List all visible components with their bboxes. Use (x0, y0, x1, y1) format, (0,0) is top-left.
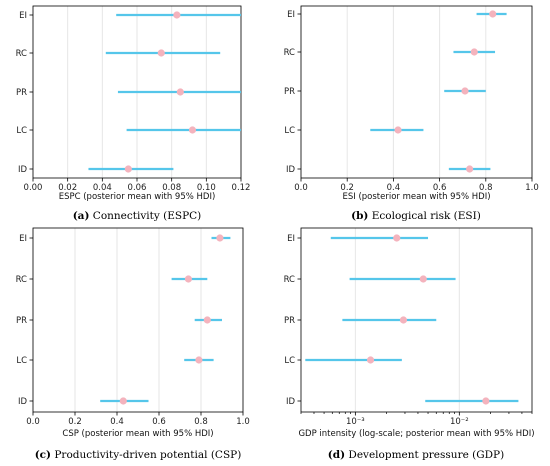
y-tick-label: ID (286, 397, 296, 407)
posterior-mean-point (393, 234, 401, 242)
posterior-mean-point (176, 88, 184, 96)
panel-caption-letter: (d) (328, 449, 345, 461)
x-tick-label: 0.6 (433, 183, 447, 193)
x-tick-label: 0.0 (294, 183, 308, 193)
panel-0: 0.00 0.02 0.04 0.06 0.08 0.10 0.12 EI RC PR LC ID ES… (16, 5, 251, 222)
panel-2: 0.0 0.2 0.4 0.6 0.8 1.0 EI RC PR LC ID CSP (posteri… (16, 227, 250, 461)
x-tick-label: 1.0 (236, 417, 250, 427)
posterior-mean-point (195, 356, 203, 364)
panel-caption: (d) Development pressure (GDP) (328, 449, 504, 461)
x-tick-label: 0.4 (387, 183, 401, 193)
x-tick-label: 0.00 (24, 183, 43, 193)
x-tick-label: 0.8 (479, 183, 493, 193)
x-axis-label: GDP intensity (log-scale; posterior mean… (298, 429, 534, 439)
posterior-mean-point (173, 11, 181, 19)
y-tick-label: EI (19, 234, 27, 244)
posterior-mean-point (399, 316, 408, 324)
posterior-mean-point (419, 275, 427, 283)
y-tick-label: EI (287, 10, 295, 20)
x-axis-label: ESPC (posterior mean with 95% HDI) (59, 192, 216, 202)
y-tick-label: EI (287, 234, 295, 244)
panel-caption-letter: (c) (35, 449, 51, 461)
panel-caption-letter: (a) (73, 210, 90, 222)
posterior-mean-point (470, 48, 478, 56)
x-tick-label: 0.02 (58, 183, 77, 193)
y-tick-label: RC (284, 275, 295, 285)
posterior-mean-point (466, 165, 474, 173)
axes-frame (300, 5, 533, 179)
y-tick-label: ID (18, 397, 28, 407)
posterior-mean-point (157, 49, 165, 57)
posterior-mean-point (124, 165, 132, 173)
posterior-mean-point (216, 234, 224, 242)
x-tick-label: 0.2 (340, 183, 354, 193)
x-tick-label: 0.0 (26, 417, 40, 427)
y-tick-label: LC (284, 126, 295, 136)
x-tick-label: 0.8 (194, 417, 208, 427)
x-tick-label: 0.06 (128, 183, 147, 193)
posterior-mean-point (184, 275, 192, 283)
y-tick-label: ID (286, 165, 296, 175)
posterior-mean-point (482, 397, 490, 405)
y-tick-label: LC (16, 356, 27, 366)
panel-caption-text: Development pressure (GDP) (345, 449, 504, 461)
panel-caption-letter: (b) (351, 210, 368, 222)
panel-3: 10⁻³ 10⁻² EI RC PR LC ID GDP intensity (log-sca… (284, 227, 535, 461)
x-tick-label: 10⁻² (450, 417, 469, 427)
x-tick-label: 0.6 (152, 417, 166, 427)
posterior-mean-point (203, 316, 211, 324)
x-tick-label: 0.10 (197, 183, 216, 193)
x-tick-label: 0.08 (162, 183, 181, 193)
y-tick-label: LC (16, 126, 27, 136)
panel-caption: (c) Productivity-driven potential (CSP) (35, 449, 242, 461)
y-tick-label: PR (284, 316, 295, 326)
x-axis-label: ESI (posterior mean with 95% HDI) (342, 192, 490, 202)
y-tick-label: PR (284, 87, 295, 97)
posterior-mean-point (394, 126, 402, 134)
x-axis-label: CSP (posterior mean with 95% HDI) (62, 429, 213, 439)
posterior-mean-point (188, 126, 197, 134)
y-tick-label: EI (19, 11, 27, 21)
x-tick-label: 0.04 (93, 183, 112, 193)
x-tick-label: 10⁻³ (346, 417, 365, 427)
panel-caption-text: Productivity-driven potential (CSP) (51, 449, 241, 461)
panel-caption-text: Ecological risk (ESI) (368, 210, 480, 222)
y-tick-label: PR (16, 88, 27, 98)
y-tick-label: ID (18, 165, 28, 175)
y-tick-label: RC (284, 48, 295, 58)
posterior-mean-point (119, 397, 127, 405)
posterior-mean-point (461, 87, 469, 95)
panel-caption: (b) Ecological risk (ESI) (351, 210, 481, 222)
panel-caption: (a) Connectivity (ESPC) (73, 210, 202, 222)
posterior-mean-point (366, 356, 375, 364)
y-tick-label: RC (16, 49, 27, 59)
y-tick-label: PR (16, 316, 27, 326)
y-tick-label: LC (284, 356, 295, 366)
x-tick-label: 1.0 (525, 183, 539, 193)
x-tick-label: 0.12 (232, 183, 251, 193)
y-tick-label: RC (16, 275, 27, 285)
panel-caption-text: Connectivity (ESPC) (89, 210, 201, 222)
panel-1: 0.0 0.2 0.4 0.6 0.8 1.0 EI RC PR LC ID ESI (posteri… (284, 5, 539, 222)
posterior-mean-point (489, 10, 497, 18)
x-tick-label: 0.4 (110, 417, 124, 427)
x-tick-label: 0.2 (68, 417, 82, 427)
